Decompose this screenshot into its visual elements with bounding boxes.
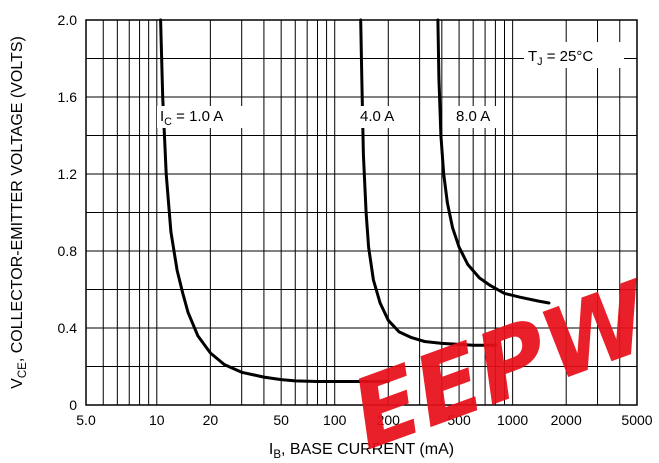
annotation-layer: TJ = 25°C [524,42,624,68]
watermark-logo: EEPW [348,257,653,463]
watermark-layer: EEPW [348,257,653,463]
x-tick-label: 500 [447,412,471,428]
y-tick-label: 0.8 [58,243,78,259]
x-tick-label: 10 [149,412,165,428]
y-tick-label: 0 [69,397,77,413]
curve-label-3: 8.0 A [456,108,490,125]
x-tick-label: 200 [377,412,401,428]
series-line-1 [159,18,390,383]
series-line-3 [436,18,551,305]
y-axis-title: VCE, COLLECTOR-EMITTER VOLTAGE (VOLTS) [9,36,29,389]
annotation-bg [524,42,624,68]
y-tick-labels: 0 0.4 0.8 1.2 1.6 2.0 [58,12,78,413]
y-tick-label: 1.2 [58,166,78,182]
curve-label-bg [453,106,503,128]
x-tick-label: 5.0 [76,412,96,428]
x-tick-label: 5000 [621,412,652,428]
x-axis-title: IB, BASE CURRENT (mA) [269,441,454,461]
curve-label-bg [357,106,407,128]
series-line-2 [359,18,497,347]
temperature-annotation: TJ = 25°C [528,48,593,68]
series-layer [159,18,551,383]
curve-labels: IC = 1.0 A 4.0 A 8.0 A [157,106,503,128]
axis-titles: IB, BASE CURRENT (mA) VCE, COLLECTOR-EMIT… [9,36,454,461]
curve-label-1: IC = 1.0 A [160,108,223,128]
curve-label-bg [157,106,247,128]
x-tick-label: 20 [203,412,219,428]
y-tick-label: 1.6 [58,89,78,105]
x-tick-label: 100 [323,412,347,428]
x-tick-label: 1000 [497,412,528,428]
curve-label-2: 4.0 A [360,108,394,125]
x-tick-labels: 5.0 10 20 50 100 200 500 1000 2000 5000 [76,412,653,428]
y-tick-label: 2.0 [58,12,78,28]
grid [86,20,637,405]
y-tick-label: 0.4 [58,320,78,336]
x-tick-label: 2000 [551,412,582,428]
x-tick-label: 50 [273,412,289,428]
